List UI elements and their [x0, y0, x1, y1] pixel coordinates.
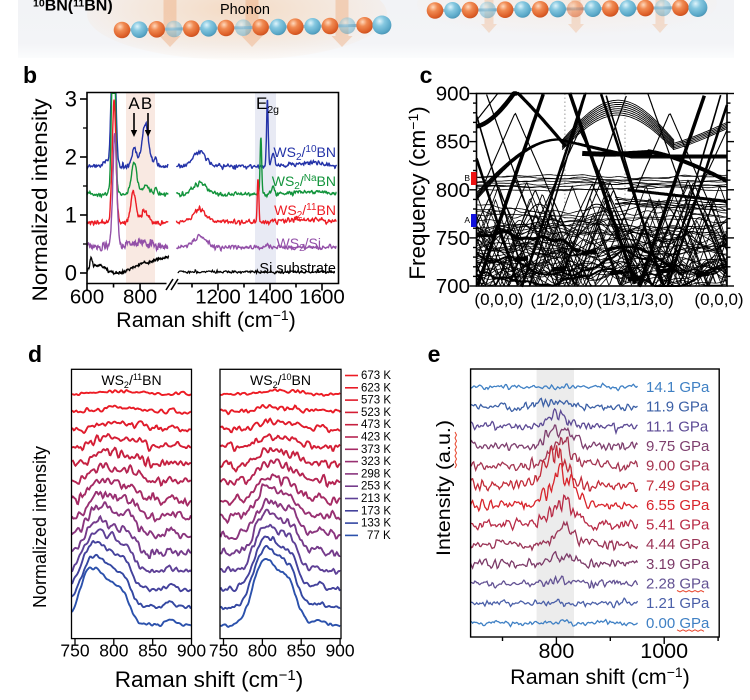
svg-text:Frequency (cm−1): Frequency (cm−1) — [405, 106, 430, 280]
svg-text:(0,0,0): (0,0,0) — [694, 290, 743, 309]
svg-text:3: 3 — [65, 87, 77, 112]
svg-text:WS2/Si: WS2/Si — [277, 235, 321, 254]
svg-text:Normalized intensity: Normalized intensity — [30, 446, 50, 608]
svg-text:133 K: 133 K — [361, 518, 391, 530]
svg-text:10BN(11BN): 10BN(11BN) — [33, 0, 113, 15]
svg-text:Raman shift (cm−1): Raman shift (cm−1) — [115, 667, 303, 692]
svg-text:900: 900 — [177, 641, 206, 661]
svg-text:4.44 GPa: 4.44 GPa — [646, 536, 710, 553]
svg-text:800: 800 — [436, 179, 470, 202]
svg-text:800: 800 — [538, 639, 574, 663]
svg-text:(1/2,0,0): (1/2,0,0) — [530, 290, 593, 309]
svg-text:Si substrate: Si substrate — [259, 261, 336, 277]
svg-text:373 K: 373 K — [361, 444, 391, 456]
svg-text:(1/3,1/3,0): (1/3,1/3,0) — [596, 290, 674, 309]
svg-text:673 K: 673 K — [361, 370, 391, 382]
svg-text:600: 600 — [70, 286, 104, 309]
svg-text:6.55 GPa: 6.55 GPa — [646, 497, 710, 514]
svg-text:1000: 1000 — [640, 639, 688, 663]
svg-text:473 K: 473 K — [361, 419, 391, 431]
svg-text:523 K: 523 K — [361, 407, 391, 419]
svg-text:7.49 GPa: 7.49 GPa — [646, 477, 710, 494]
svg-text:323 K: 323 K — [361, 456, 391, 468]
svg-text:Raman shift (cm−1): Raman shift (cm−1) — [116, 307, 296, 332]
svg-text:A: A — [128, 94, 140, 113]
svg-text:0: 0 — [65, 261, 77, 286]
svg-text:850: 850 — [138, 641, 167, 661]
svg-text:2.28 GPa: 2.28 GPa — [646, 576, 710, 593]
svg-text:11.1 GPa: 11.1 GPa — [646, 418, 709, 435]
svg-text:A: A — [464, 215, 470, 225]
svg-text:1200: 1200 — [195, 286, 241, 309]
svg-text:423 K: 423 K — [361, 432, 391, 444]
svg-text:1400: 1400 — [247, 286, 293, 309]
svg-text:d: d — [28, 341, 42, 367]
svg-text:9.00 GPa: 9.00 GPa — [646, 458, 710, 475]
svg-text:2: 2 — [65, 145, 77, 170]
svg-text:11.9 GPa: 11.9 GPa — [646, 399, 709, 416]
svg-text:213 K: 213 K — [361, 493, 391, 505]
svg-text:850: 850 — [436, 131, 470, 154]
svg-text:B: B — [464, 173, 470, 183]
svg-text:900: 900 — [436, 83, 470, 106]
svg-text:Phonon: Phonon — [220, 2, 270, 18]
svg-text:WS2/NaBN: WS2/NaBN — [272, 173, 336, 192]
svg-text:9.75 GPa: 9.75 GPa — [646, 438, 710, 455]
svg-text:750: 750 — [209, 641, 238, 661]
svg-text:900: 900 — [325, 641, 354, 661]
svg-text:0.00 GPa: 0.00 GPa — [646, 615, 710, 632]
svg-text:1600: 1600 — [299, 286, 345, 309]
svg-text:173 K: 173 K — [361, 505, 391, 517]
svg-text:3.19 GPa: 3.19 GPa — [646, 556, 710, 573]
svg-text:WS2/11BN: WS2/11BN — [274, 202, 336, 221]
svg-text:298 K: 298 K — [361, 468, 391, 480]
svg-text:750: 750 — [436, 227, 470, 250]
svg-text:14.1 GPa: 14.1 GPa — [646, 379, 710, 396]
svg-text:573 K: 573 K — [361, 395, 391, 407]
svg-text:77 K: 77 K — [367, 530, 391, 542]
svg-text:Normalized intensity: Normalized intensity — [28, 98, 52, 301]
svg-text:750: 750 — [60, 641, 89, 661]
svg-text:WS2/11BN: WS2/11BN — [101, 372, 161, 390]
svg-text:WS2/10BN: WS2/10BN — [250, 372, 311, 390]
svg-text:c: c — [420, 62, 433, 88]
svg-text:WS2/10BN: WS2/10BN — [273, 144, 336, 163]
svg-text:B: B — [141, 94, 152, 113]
svg-text:b: b — [23, 62, 37, 88]
svg-text:1: 1 — [65, 203, 77, 228]
svg-text:700: 700 — [436, 275, 470, 298]
svg-text:e: e — [428, 341, 441, 367]
svg-text:(0,0,0): (0,0,0) — [474, 290, 523, 309]
svg-text:623 K: 623 K — [361, 382, 391, 394]
svg-text:800: 800 — [123, 286, 157, 309]
svg-text:800: 800 — [248, 641, 277, 661]
svg-text:1.21 GPa: 1.21 GPa — [646, 595, 710, 612]
svg-text:800: 800 — [99, 641, 128, 661]
svg-text:850: 850 — [287, 641, 316, 661]
svg-text:Raman shift (cm−1): Raman shift (cm−1) — [510, 664, 690, 689]
svg-text:5.41 GPa: 5.41 GPa — [646, 517, 710, 534]
svg-text:Intensity (a.u.): Intensity (a.u.) — [434, 420, 455, 556]
svg-text:253 K: 253 K — [361, 481, 391, 493]
